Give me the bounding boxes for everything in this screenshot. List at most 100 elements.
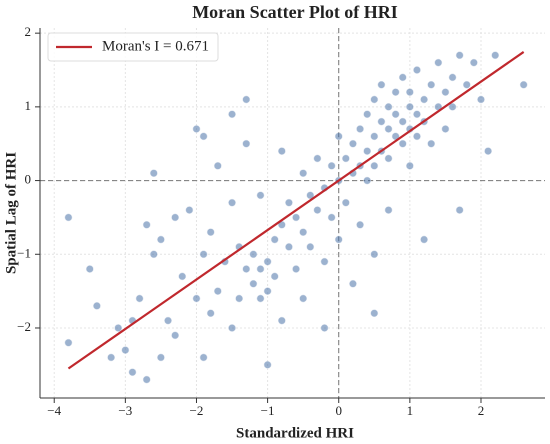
point (356, 220, 364, 229)
y-tick-label: 0 (25, 172, 32, 187)
point (391, 110, 400, 119)
legend-box (47, 32, 219, 62)
point (306, 191, 315, 200)
point (363, 176, 372, 185)
point (363, 110, 372, 119)
point (341, 154, 350, 163)
point (292, 265, 300, 273)
point (64, 213, 73, 222)
point (157, 353, 165, 362)
point (334, 132, 343, 141)
point (341, 198, 350, 207)
x-tick-label: −3 (118, 403, 132, 418)
point (142, 220, 151, 229)
point (270, 235, 279, 244)
point (85, 265, 94, 273)
point (406, 103, 414, 111)
point (377, 80, 386, 89)
point (420, 95, 428, 104)
point (462, 80, 471, 89)
point (441, 125, 450, 133)
y-tick-label: 2 (25, 24, 32, 39)
point (228, 324, 236, 332)
point (398, 139, 407, 148)
x-tick-label: −4 (47, 403, 61, 418)
x-axis-label: Standardized HRI (236, 425, 354, 441)
point (434, 58, 443, 67)
point (206, 309, 215, 318)
point (263, 257, 272, 266)
point (327, 213, 336, 222)
x-tick-label: 2 (478, 403, 485, 418)
point (363, 147, 372, 155)
point (448, 103, 457, 111)
point (477, 95, 485, 104)
point (391, 88, 400, 96)
point (107, 353, 115, 362)
point (228, 110, 236, 119)
point (370, 95, 379, 104)
point (370, 250, 379, 259)
y-tick-label: 1 (25, 98, 32, 113)
point (157, 235, 165, 244)
point (135, 294, 144, 303)
point (164, 316, 172, 325)
point (370, 309, 379, 318)
point (384, 103, 393, 111)
point (356, 125, 364, 133)
chart-title: Moran Scatter Plot of HRI (192, 2, 398, 22)
point (249, 279, 258, 288)
point (263, 287, 272, 295)
point (277, 147, 286, 155)
legend-label: Moran's I = 0.671 (102, 38, 209, 54)
fit-line (67, 51, 525, 370)
point (299, 294, 308, 303)
point (427, 139, 436, 148)
point (192, 294, 201, 303)
point (484, 147, 492, 155)
point (285, 198, 293, 207)
point (285, 243, 293, 251)
x-tick-label: 0 (335, 403, 342, 418)
x-tick-label: −2 (190, 403, 204, 418)
point (242, 139, 251, 148)
point (455, 206, 464, 214)
point (199, 353, 208, 362)
point (420, 235, 428, 244)
point (406, 161, 414, 170)
point (149, 250, 158, 259)
point (313, 206, 322, 214)
y-tick-label: −2 (17, 319, 31, 334)
point (121, 346, 130, 354)
point (292, 213, 300, 222)
point (178, 272, 187, 281)
point (406, 88, 414, 96)
point (398, 117, 407, 126)
point (206, 228, 215, 237)
point (263, 360, 272, 369)
point (413, 110, 421, 119)
point (384, 154, 393, 163)
point (470, 58, 478, 67)
point (448, 73, 457, 82)
point (491, 51, 500, 60)
point (306, 243, 315, 251)
point (299, 228, 308, 237)
point (199, 250, 208, 259)
point (384, 125, 393, 133)
point (93, 302, 101, 310)
point (313, 154, 322, 163)
point (320, 257, 329, 266)
point (270, 272, 279, 281)
point (370, 132, 379, 141)
point (413, 132, 421, 141)
point (427, 80, 436, 89)
point (519, 80, 528, 89)
point (199, 132, 208, 141)
point (349, 279, 357, 288)
point (64, 338, 73, 347)
point (142, 375, 151, 384)
point (235, 294, 244, 303)
point (249, 250, 258, 259)
